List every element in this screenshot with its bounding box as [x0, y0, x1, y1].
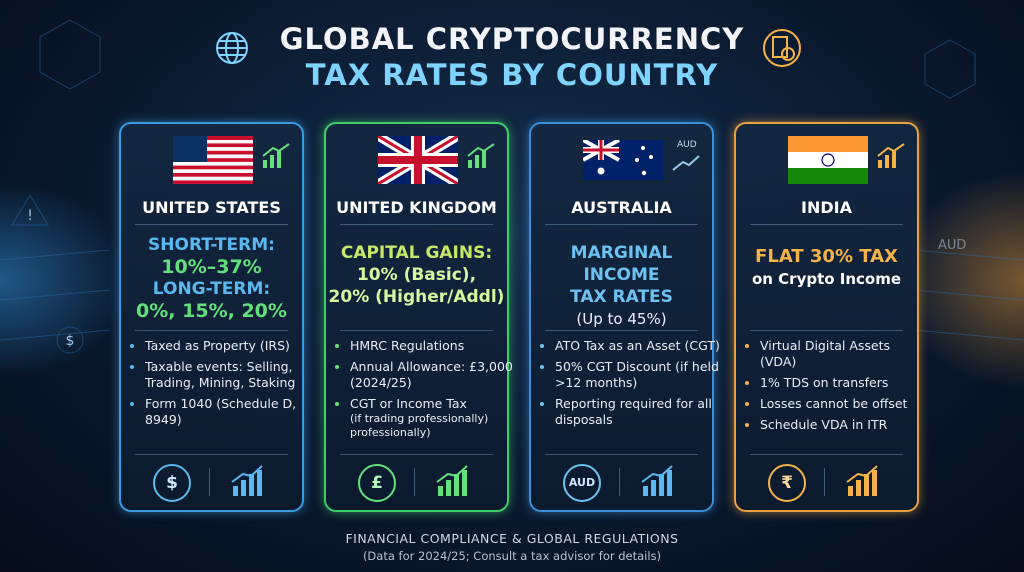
bar-icon — [436, 465, 468, 496]
bullet: Reporting required for all disposals — [555, 396, 720, 428]
separator — [414, 468, 415, 496]
headline-line: 20% (Higher/Addl) — [328, 287, 505, 307]
currency-icon: £ — [358, 464, 396, 502]
flag-uk — [378, 136, 458, 184]
headline-line: 0%, 15%, 20% — [136, 300, 287, 322]
separator — [135, 224, 288, 225]
country-name: UNITED STATES — [142, 198, 281, 217]
bullet: HMRC Regulations — [350, 338, 515, 354]
headline-line: FLAT 30% TAX — [755, 246, 898, 267]
separator — [340, 454, 493, 455]
svg-text:$: $ — [66, 333, 75, 349]
separator — [750, 330, 903, 331]
headline: CAPITAL GAINS: 10% (Basic), 20% (Higher/… — [326, 242, 507, 308]
background-label: AUD — [938, 238, 967, 253]
bullet: Losses cannot be offset — [760, 396, 925, 412]
separator — [340, 330, 493, 331]
bullet: Schedule VDA in ITR — [760, 417, 925, 433]
footer-line-1: FINANCIAL COMPLIANCE & GLOBAL REGULATION… — [345, 531, 679, 546]
flag-au — [583, 140, 663, 180]
country-name: INDIA — [801, 198, 852, 217]
headline-line: MARGINAL INCOME — [570, 243, 673, 285]
headline: SHORT-TERM: 10%–37% LONG-TERM: 0%, 15%, … — [121, 234, 302, 322]
headline-line: LONG-TERM: — [152, 279, 271, 299]
bullets: Taxed as Property (IRS) Taxable events: … — [133, 338, 310, 433]
card-uk: UNITED KINGDOM CAPITAL GAINS: 10% (Basic… — [324, 122, 513, 512]
headline-line: SHORT-TERM: — [148, 235, 275, 255]
separator — [545, 224, 698, 225]
separator — [619, 468, 620, 496]
trend-icon — [877, 143, 905, 168]
headline: FLAT 30% TAX on Crypto Income — [736, 246, 917, 290]
trend-icon — [672, 155, 700, 171]
separator — [545, 454, 698, 455]
separator — [340, 224, 493, 225]
bullet: Taxed as Property (IRS) — [145, 338, 310, 354]
separator — [209, 468, 210, 496]
title-line-1: GLOBAL CRYPTOCURRENCY — [279, 22, 745, 56]
headline-line: (Up to 45%) — [576, 310, 667, 328]
flag-us — [173, 136, 253, 184]
separator — [545, 330, 698, 331]
currency-icon: AUD — [563, 464, 601, 502]
bullet: Annual Allowance: £3,000 (2024/25) — [350, 359, 515, 391]
card-au: AUD AUSTRALIA MARGINAL INCOME TAX RATES … — [529, 122, 720, 512]
headline-line: 10%–37% — [161, 256, 262, 278]
bullets: ATO Tax as an Asset (CGT) 50% CGT Discou… — [543, 338, 720, 433]
bullets: Virtual Digital Assets (VDA) 1% TDS on t… — [748, 338, 925, 438]
country-name: AUSTRALIA — [571, 198, 672, 217]
separator — [135, 454, 288, 455]
card-us: UNITED STATES SHORT-TERM: 10%–37% LONG-T… — [119, 122, 304, 512]
bullets: HMRC Regulations Annual Allowance: £3,00… — [338, 338, 515, 445]
separator — [135, 330, 288, 331]
bullet: Taxable events: Selling, Trading, Mining… — [145, 359, 310, 391]
bullet-text: CGT or Income Tax — [350, 396, 467, 411]
currency-icon: ₹ — [768, 464, 806, 502]
trend-icon — [262, 143, 290, 168]
svg-text:!: ! — [27, 208, 33, 224]
headline-line: on Crypto Income — [751, 270, 902, 288]
glow-left — [0, 180, 130, 380]
bar-icon — [231, 465, 263, 496]
separator — [750, 454, 903, 455]
flag-in — [788, 136, 868, 184]
card-in: INDIA FLAT 30% TAX on Crypto Income Virt… — [734, 122, 919, 512]
trend-icon — [467, 143, 495, 168]
separator — [750, 224, 903, 225]
bullet: 1% TDS on transfers — [760, 375, 925, 391]
headline: MARGINAL INCOME TAX RATES (Up to 45%) — [531, 242, 712, 330]
separator — [824, 468, 825, 496]
headline-line: TAX RATES — [570, 287, 673, 307]
title-line-2: TAX RATES BY COUNTRY — [305, 58, 719, 92]
bullet: Virtual Digital Assets (VDA) — [760, 338, 925, 370]
flag-label: AUD — [677, 140, 697, 150]
bullet-note: (if trading professionally) professional… — [350, 412, 489, 439]
country-name: UNITED KINGDOM — [336, 198, 497, 217]
headline-line: 10% (Basic), — [356, 265, 477, 285]
currency-icon: $ — [153, 464, 191, 502]
bullet: CGT or Income Tax(if trading professiona… — [350, 396, 515, 440]
bar-icon — [641, 465, 673, 496]
bullet: 50% CGT Discount (if held >12 months) — [555, 359, 720, 391]
headline-line: CAPITAL GAINS: — [340, 243, 493, 263]
bar-icon — [846, 465, 878, 496]
bullet: ATO Tax as an Asset (CGT) — [555, 338, 720, 354]
footer-line-2: (Data for 2024/25; Consult a tax advisor… — [362, 549, 662, 563]
bullet: Form 1040 (Schedule D, 8949) — [145, 396, 310, 428]
